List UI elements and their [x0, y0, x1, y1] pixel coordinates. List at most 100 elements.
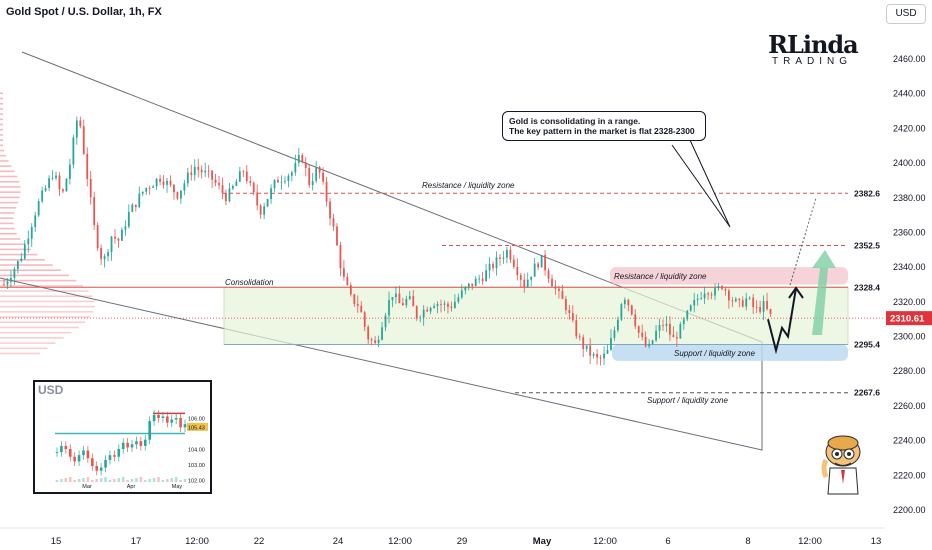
inset-candle	[86, 450, 90, 459]
candle-body	[245, 171, 248, 182]
price-axis[interactable]: 2200.00 2220.00 2240.00 2260.00 2280.00 2300.…	[886, 54, 932, 515]
candle-body	[623, 299, 626, 305]
volume-profile-bar	[0, 108, 3, 110]
volume-profile-bar	[0, 305, 95, 308]
inset-candle	[64, 445, 68, 449]
volume-profile-bar	[0, 170, 15, 173]
inset-volume-bar	[104, 477, 107, 482]
candle-body	[273, 180, 276, 189]
candle-body	[349, 285, 352, 295]
candle-body	[672, 334, 675, 338]
candle-body	[398, 293, 401, 304]
inset-volume-bar	[91, 480, 94, 482]
candle-body	[166, 180, 168, 185]
currency-button[interactable]: USD	[886, 4, 926, 24]
candle-body	[44, 187, 47, 191]
candle-body	[613, 330, 616, 338]
candle-body	[401, 303, 404, 306]
candle-body	[669, 323, 671, 335]
volume-profile-bar	[0, 201, 19, 204]
volume-profile-bar	[0, 212, 15, 214]
inset-candle	[183, 424, 187, 428]
inset-volume-bar	[161, 480, 165, 482]
volume-profile-bar	[0, 352, 40, 355]
candle-body	[10, 277, 12, 282]
candle-body	[558, 288, 560, 291]
inset-candle	[77, 455, 81, 462]
volume-profile-bar	[0, 92, 3, 95]
candle-body	[637, 326, 640, 333]
time-tick-label: 15	[51, 536, 62, 547]
resistance-label-upper: Resistance / liquidity zone	[422, 181, 515, 190]
inset-title: USD	[38, 383, 64, 397]
inset-candle	[152, 414, 156, 422]
chart-title: Gold Spot / U.S. Dollar, 1h, FX	[6, 6, 162, 18]
candle-body	[408, 296, 411, 299]
candle-body	[162, 181, 165, 185]
inset-candle	[55, 452, 59, 453]
candle-body	[117, 238, 120, 241]
volume-profile-bar	[0, 134, 3, 136]
candle-body	[238, 171, 241, 182]
candle-body	[27, 238, 30, 245]
candle-body	[710, 294, 713, 296]
candle-body	[152, 186, 155, 189]
inset-volume-bar	[99, 478, 103, 482]
candle-body	[218, 182, 220, 186]
inset-volume-bar	[68, 477, 72, 482]
candle-body	[367, 326, 370, 340]
candle-body	[662, 325, 664, 326]
price-tick-label: 2340.00	[893, 262, 926, 272]
candle-body	[89, 178, 92, 198]
candle-body	[689, 305, 692, 311]
volume-profile-bar	[0, 191, 21, 193]
candle-body	[675, 337, 678, 339]
price-tick-label: 2380.00	[893, 193, 926, 203]
candle-body	[173, 184, 175, 193]
candle-body	[322, 172, 324, 182]
candle-body	[599, 357, 602, 359]
support-zone	[612, 344, 848, 361]
candle-body	[232, 185, 234, 189]
candle-body	[377, 339, 380, 344]
candle-body	[190, 172, 193, 175]
inset-candle	[126, 442, 129, 448]
candle-body	[284, 180, 286, 182]
inset-candle	[166, 416, 169, 423]
candle-body	[516, 266, 519, 276]
volume-profile-bar	[0, 347, 48, 350]
candle-body	[51, 178, 54, 180]
volume-profile-bar	[0, 102, 3, 105]
candle-body	[155, 178, 158, 187]
candle-body	[627, 299, 630, 306]
consolidation-zone	[223, 286, 849, 346]
volume-profile-bar	[0, 311, 94, 313]
inset-candle	[117, 449, 121, 457]
inset-volume-bar	[179, 480, 182, 482]
candle-body	[134, 204, 137, 207]
candle-body	[384, 315, 387, 328]
candle-body	[450, 306, 453, 308]
usd-index-inset: 106.00 105.43 104.00 103.00 102.00 Mar Apr May …	[33, 380, 212, 494]
candle-body	[93, 197, 96, 226]
candle-body	[58, 175, 61, 190]
time-axis[interactable]: 15 17 12:00 22 24 12:00 29 May 12:00 6 8 12:00 13	[0, 527, 884, 547]
logo-name: RLinda	[768, 30, 859, 59]
candle-body	[127, 211, 130, 227]
candle-body	[290, 172, 293, 176]
volume-profile-bar	[0, 165, 12, 167]
candle-body	[68, 164, 71, 179]
candle-body	[225, 192, 227, 202]
candle-body	[429, 307, 432, 312]
candle-body	[547, 270, 550, 279]
candle-body	[682, 319, 685, 325]
candle-body	[471, 283, 474, 286]
candle-body	[280, 181, 283, 183]
inset-volume-bar	[73, 480, 76, 482]
volume-profile-bar	[0, 175, 18, 178]
inset-time-label: May	[172, 484, 183, 490]
candle-body	[769, 309, 772, 315]
candle-body	[537, 263, 540, 268]
candle-body	[488, 264, 491, 271]
